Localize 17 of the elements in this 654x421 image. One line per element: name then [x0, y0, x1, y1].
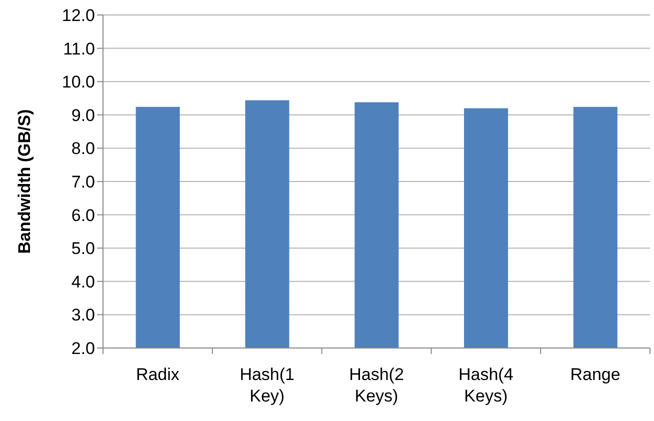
y-tick-label: 7.0: [71, 172, 95, 192]
y-tick-label: 5.0: [71, 239, 95, 258]
y-tick-label: 6.0: [71, 206, 95, 225]
y-tick-label: 12.0: [62, 6, 95, 26]
y-tick-label: 9.0: [71, 106, 95, 125]
y-tick-label: 4.0: [71, 272, 95, 292]
x-tick-label: Range: [570, 365, 620, 384]
x-tick-label: Hash(4 Keys): [458, 365, 514, 406]
x-tick-label: Radix: [136, 365, 180, 384]
y-tick-label: 8.0: [71, 139, 95, 158]
y-tick-label: 3.0: [71, 306, 95, 325]
y-tick-label: 2.0: [71, 339, 95, 358]
y-tick-label: 10.0: [62, 72, 95, 92]
y-axis-title: Bandwidth (GB/S): [14, 109, 34, 254]
y-tick-label: 11.0: [63, 39, 95, 58]
x-tick-label: Hash(2 Keys): [349, 365, 404, 406]
x-tick-label: Hash(1 Key): [240, 365, 295, 406]
